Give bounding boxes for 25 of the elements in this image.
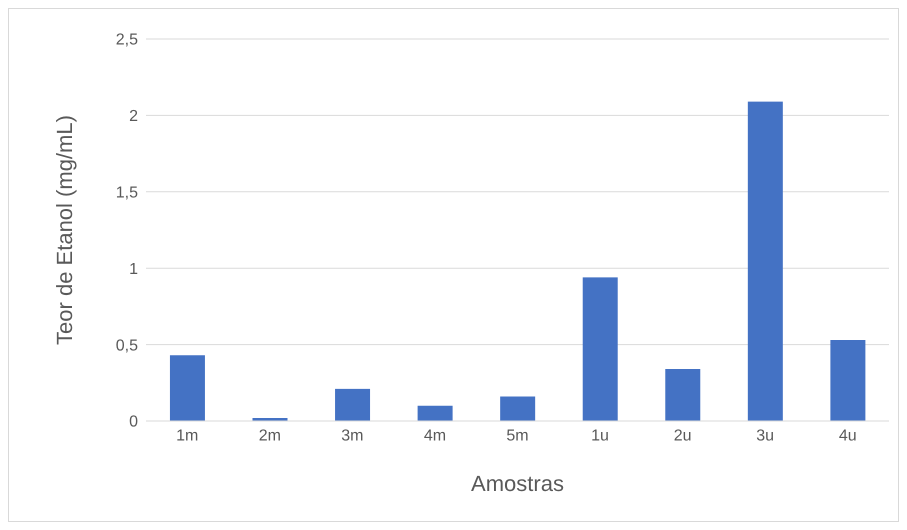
x-tick-label: 1u xyxy=(591,427,609,444)
y-tick-label: 2,5 xyxy=(116,32,138,49)
x-axis-title: Amostras xyxy=(471,471,564,496)
x-tick-label: 4m xyxy=(424,427,446,444)
x-tick-label: 1m xyxy=(176,427,198,444)
y-tick-label: 1,5 xyxy=(116,184,138,202)
y-axis-title: Teor de Etanol (mg/mL) xyxy=(52,115,77,345)
x-tick-label: 4u xyxy=(838,427,857,444)
y-tick-label: 0,5 xyxy=(116,337,138,354)
y-tick-label: 2 xyxy=(129,108,138,126)
x-tick-label: 3u xyxy=(756,427,774,444)
y-tick-label: 1 xyxy=(129,260,138,278)
x-tick-label: 2m xyxy=(258,427,281,444)
y-tick-label: 0 xyxy=(129,414,138,431)
x-tick-label: 2u xyxy=(674,427,692,444)
bar xyxy=(335,388,370,421)
bar xyxy=(170,355,205,421)
bar xyxy=(748,102,783,421)
bar xyxy=(582,277,618,421)
x-tick-label: 5m xyxy=(506,427,529,444)
bar xyxy=(830,340,866,421)
bar xyxy=(665,369,700,421)
bar xyxy=(500,396,536,421)
bar xyxy=(418,406,453,421)
x-tick-label: 3m xyxy=(341,427,364,444)
